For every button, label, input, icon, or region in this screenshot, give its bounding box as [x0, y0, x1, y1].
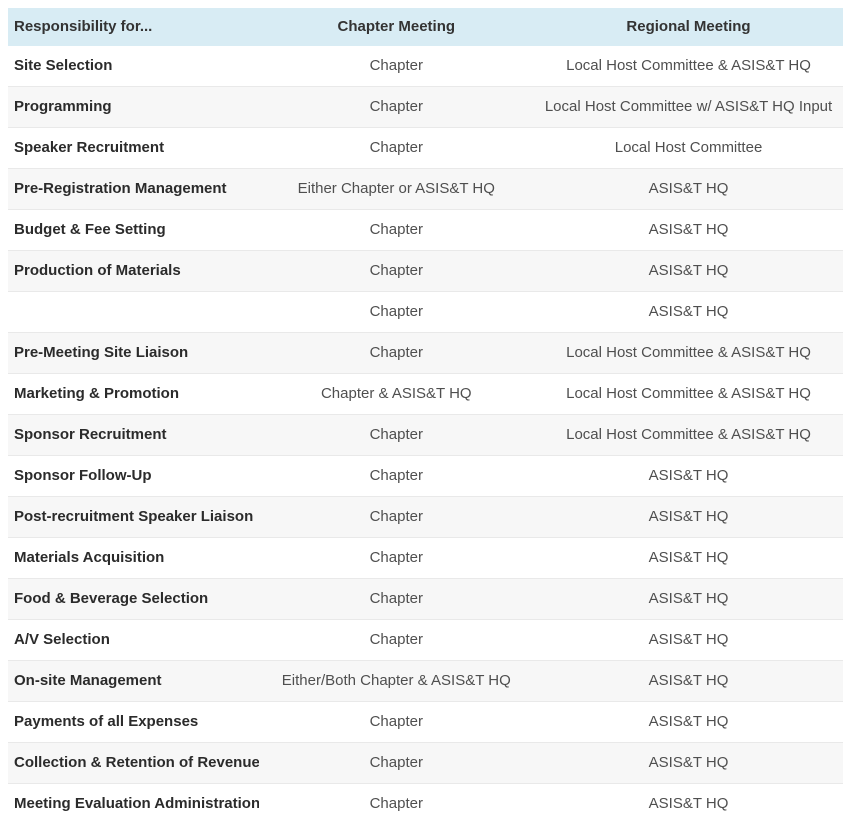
table-row: Programming Chapter Local Host Committee w…	[8, 87, 843, 128]
cell-regional-meeting: ASIS&T HQ	[648, 713, 729, 730]
cell-chapter-meeting: Chapter	[369, 467, 423, 484]
cell-chapter-meeting: Chapter	[369, 426, 423, 443]
cell-regional-meeting: ASIS&T HQ	[648, 549, 729, 566]
cell-chapter-meeting: Chapter	[369, 508, 423, 525]
cell-regional-meeting: ASIS&T HQ	[648, 262, 729, 279]
cell-chapter-meeting: Chapter	[369, 262, 423, 279]
cell-chapter-meeting: Chapter	[369, 754, 423, 771]
responsibility-table: Responsibility for... Chapter Meeting Re…	[8, 8, 843, 824]
cell-regional-meeting: Local Host Committee & ASIS&T HQ	[566, 385, 811, 402]
column-header-chapter-meeting: Chapter Meeting	[337, 18, 456, 35]
cell-chapter-meeting: Chapter	[369, 795, 423, 812]
table-row: Pre-Registration Management Either Chapte…	[8, 169, 843, 210]
cell-chapter-meeting: Chapter	[369, 713, 423, 730]
table-row: Collection & Retention of Revenue Chapter…	[8, 743, 843, 784]
cell-chapter-meeting: Chapter	[369, 549, 423, 566]
cell-regional-meeting: ASIS&T HQ	[648, 631, 729, 648]
cell-regional-meeting: ASIS&T HQ	[648, 467, 729, 484]
table-row: Sponsor Follow-Up Chapter ASIS&T HQ	[8, 456, 843, 497]
table-row: Speaker Recruitment Chapter Local Host Com…	[8, 128, 843, 169]
table-row: Production of Materials Chapter ASIS&T HQ	[8, 251, 843, 292]
cell-responsibility: Speaker Recruitment	[14, 139, 165, 156]
cell-chapter-meeting: Chapter	[369, 221, 423, 238]
cell-regional-meeting: ASIS&T HQ	[648, 180, 729, 197]
cell-regional-meeting: Local Host Committee	[614, 139, 763, 156]
cell-responsibility: Budget & Fee Setting	[14, 221, 166, 238]
cell-responsibility: Sponsor Recruitment	[14, 426, 167, 443]
cell-chapter-meeting: Chapter	[369, 590, 423, 607]
cell-responsibility: Meeting Evaluation Administration	[14, 795, 259, 812]
cell-responsibility: Pre-Registration Management	[14, 180, 227, 197]
cell-regional-meeting: ASIS&T HQ	[648, 590, 729, 607]
table-row: Pre-Meeting Site Liaison Chapter Local Hos…	[8, 333, 843, 374]
table-row: Site Selection Chapter Local Host Committe…	[8, 46, 843, 87]
cell-responsibility: Sponsor Follow-Up	[14, 467, 152, 484]
cell-chapter-meeting: Chapter	[369, 631, 423, 648]
cell-chapter-meeting: Chapter	[369, 98, 423, 115]
cell-regional-meeting: Local Host Committee & ASIS&T HQ	[566, 344, 811, 361]
table-row: Sponsor Recruitment Chapter Local Host Com…	[8, 415, 843, 456]
cell-regional-meeting: ASIS&T HQ	[648, 303, 729, 320]
table-header-row: Responsibility for... Chapter Meeting Re…	[8, 8, 843, 46]
cell-responsibility: Payments of all Expenses	[14, 713, 199, 730]
cell-responsibility: Food & Beverage Selection	[14, 590, 209, 607]
cell-regional-meeting: ASIS&T HQ	[648, 795, 729, 812]
cell-responsibility: Collection & Retention of Revenue	[14, 754, 259, 771]
cell-regional-meeting: Local Host Committee & ASIS&T HQ	[566, 426, 811, 443]
table-row: Food & Beverage Selection Chapter ASIS&T H…	[8, 579, 843, 620]
cell-regional-meeting: ASIS&T HQ	[648, 672, 729, 689]
cell-responsibility: Production of Materials	[14, 262, 181, 279]
table-row: Payments of all Expenses Chapter ASIS&T HQ	[8, 702, 843, 743]
cell-chapter-meeting: Either Chapter or ASIS&T HQ	[297, 180, 495, 197]
cell-chapter-meeting: Chapter	[369, 139, 423, 156]
cell-regional-meeting: Local Host Committee & ASIS&T HQ	[566, 57, 811, 74]
cell-chapter-meeting: Chapter	[369, 57, 423, 74]
cell-chapter-meeting: Chapter & ASIS&T HQ	[320, 385, 472, 402]
table-row: Materials Acquisition Chapter ASIS&T HQ	[8, 538, 843, 579]
column-header-regional-meeting: Regional Meeting	[626, 18, 751, 35]
cell-chapter-meeting: Either/Both Chapter & ASIS&T HQ	[281, 672, 511, 689]
table-row: Meeting Evaluation Administration Chapter…	[8, 784, 843, 824]
cell-responsibility: A/V Selection	[14, 631, 110, 648]
table-row: A/V Selection Chapter ASIS&T HQ	[8, 620, 843, 661]
table-row: Post-recruitment Speaker Liaison Chapter A…	[8, 497, 843, 538]
cell-chapter-meeting: Chapter	[369, 303, 423, 320]
cell-responsibility: Materials Acquisition	[14, 549, 165, 566]
table-row: On-site Management Either/Both Chapter & …	[8, 661, 843, 702]
table-row: Budget & Fee Setting Chapter ASIS&T HQ	[8, 210, 843, 251]
column-header-responsibility: Responsibility for...	[14, 18, 153, 35]
cell-chapter-meeting: Chapter	[369, 344, 423, 361]
cell-regional-meeting: ASIS&T HQ	[648, 508, 729, 525]
cell-responsibility: Site Selection	[14, 57, 113, 74]
cell-regional-meeting: ASIS&T HQ	[648, 221, 729, 238]
cell-responsibility: Marketing & Promotion	[14, 385, 180, 402]
cell-regional-meeting: ASIS&T HQ	[648, 754, 729, 771]
cell-regional-meeting: Local Host Committee w/ ASIS&T HQ Input	[544, 98, 833, 115]
cell-responsibility: On-site Management	[14, 672, 162, 689]
cell-responsibility: Pre-Meeting Site Liaison	[14, 344, 189, 361]
table-body: Site Selection Chapter Local Host Committe…	[8, 46, 843, 824]
table-row: Chapter ASIS&T HQ	[8, 292, 843, 333]
table-row: Marketing & Promotion Chapter & ASIS&T HQ…	[8, 374, 843, 415]
cell-responsibility: Programming	[14, 98, 112, 115]
cell-responsibility: Post-recruitment Speaker Liaison	[14, 508, 254, 525]
